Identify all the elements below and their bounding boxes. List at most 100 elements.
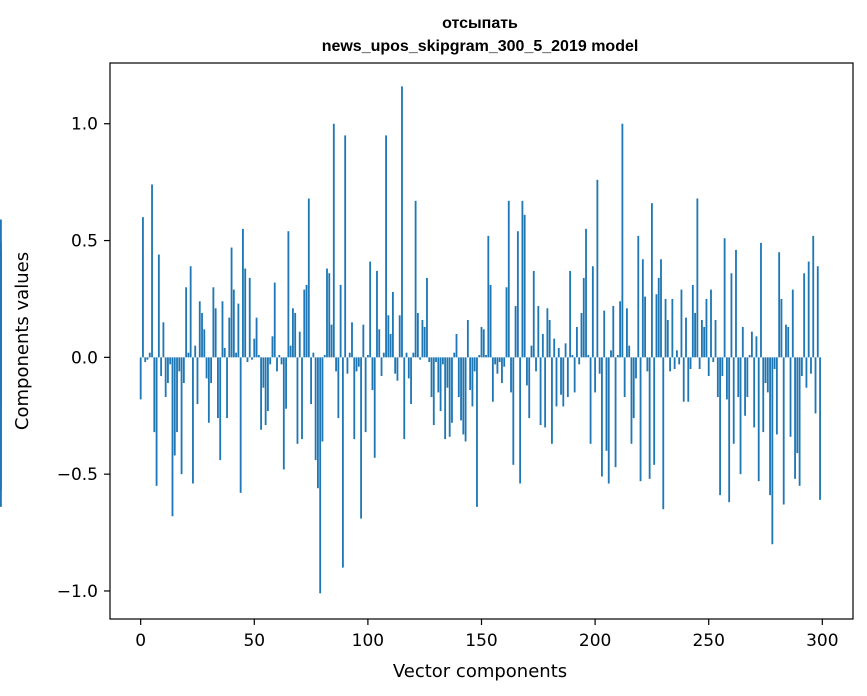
bar bbox=[446, 357, 449, 388]
bar bbox=[557, 348, 560, 358]
bar bbox=[194, 345, 197, 358]
bar bbox=[812, 235, 815, 358]
x-tick-label: 0 bbox=[135, 631, 146, 651]
y-tick-label: −1.0 bbox=[57, 582, 98, 602]
bar bbox=[160, 357, 163, 377]
bar bbox=[673, 357, 676, 370]
bar bbox=[632, 357, 635, 419]
bar bbox=[319, 357, 322, 594]
bar bbox=[789, 357, 792, 437]
bar bbox=[564, 343, 567, 358]
bar bbox=[207, 357, 210, 423]
bar bbox=[305, 284, 308, 358]
bar bbox=[489, 284, 492, 358]
bar bbox=[741, 326, 744, 358]
bar bbox=[623, 357, 626, 398]
bar bbox=[755, 336, 758, 358]
bar bbox=[539, 357, 542, 426]
y-tick-label: 0.0 bbox=[71, 348, 98, 368]
bar bbox=[582, 277, 585, 358]
bar bbox=[678, 357, 681, 365]
bar bbox=[410, 357, 412, 405]
x-tick-label: 50 bbox=[243, 631, 265, 651]
y-axis-label: Components values bbox=[12, 252, 33, 430]
bar bbox=[616, 355, 619, 358]
bar bbox=[292, 308, 294, 358]
bar bbox=[687, 357, 690, 402]
bar bbox=[139, 357, 142, 400]
bar bbox=[578, 357, 581, 365]
bar bbox=[416, 312, 419, 358]
plot-frame bbox=[109, 62, 854, 620]
bar bbox=[691, 284, 694, 358]
bar bbox=[260, 357, 263, 430]
bar bbox=[323, 355, 326, 358]
bar bbox=[607, 357, 610, 484]
bar bbox=[419, 357, 422, 360]
bar bbox=[214, 308, 217, 358]
bars-group bbox=[0, 86, 821, 594]
bar bbox=[444, 357, 447, 440]
bar bbox=[496, 357, 499, 374]
bar bbox=[344, 135, 347, 358]
bar bbox=[228, 317, 231, 358]
bar bbox=[773, 357, 776, 370]
bar bbox=[430, 357, 433, 398]
bar bbox=[316, 357, 319, 489]
bar bbox=[253, 338, 256, 358]
bar bbox=[346, 357, 349, 374]
bar bbox=[510, 357, 512, 393]
bar bbox=[730, 273, 733, 358]
bar bbox=[455, 333, 458, 358]
bar bbox=[398, 315, 401, 358]
bar bbox=[676, 350, 678, 358]
bar bbox=[180, 357, 183, 475]
bar bbox=[389, 333, 392, 358]
bar bbox=[666, 319, 669, 358]
bar bbox=[816, 266, 819, 358]
y-tick-label: −0.5 bbox=[57, 465, 98, 485]
bar bbox=[171, 357, 174, 517]
bar bbox=[714, 319, 717, 358]
bar bbox=[526, 357, 528, 386]
bar bbox=[491, 357, 494, 402]
bar bbox=[403, 357, 406, 440]
bar bbox=[273, 282, 276, 358]
bar bbox=[787, 326, 790, 358]
bar bbox=[732, 357, 735, 444]
bar bbox=[630, 357, 633, 444]
bar bbox=[303, 289, 306, 358]
bar bbox=[807, 261, 810, 358]
bar bbox=[373, 357, 376, 458]
bar bbox=[780, 298, 783, 358]
bar bbox=[796, 357, 799, 454]
bar bbox=[719, 357, 721, 496]
bar bbox=[710, 289, 712, 358]
bar bbox=[646, 357, 649, 372]
bar bbox=[530, 345, 533, 358]
bar bbox=[251, 357, 253, 360]
bar bbox=[569, 270, 572, 358]
bar bbox=[0, 242, 2, 358]
bar bbox=[798, 357, 801, 486]
bar bbox=[326, 268, 328, 358]
bar bbox=[382, 352, 385, 358]
bar bbox=[148, 352, 151, 358]
bar bbox=[639, 357, 642, 482]
bar bbox=[205, 357, 208, 379]
bar bbox=[548, 319, 551, 358]
bar bbox=[494, 357, 497, 365]
bar bbox=[314, 357, 317, 461]
bar bbox=[501, 357, 503, 384]
bar bbox=[235, 352, 238, 358]
bar bbox=[594, 357, 597, 393]
bar bbox=[244, 268, 247, 358]
bar bbox=[401, 86, 403, 358]
bar bbox=[485, 355, 487, 358]
bar bbox=[516, 231, 519, 358]
bar bbox=[280, 357, 283, 365]
bar bbox=[428, 357, 431, 363]
bar bbox=[378, 329, 381, 358]
bar bbox=[142, 217, 144, 358]
